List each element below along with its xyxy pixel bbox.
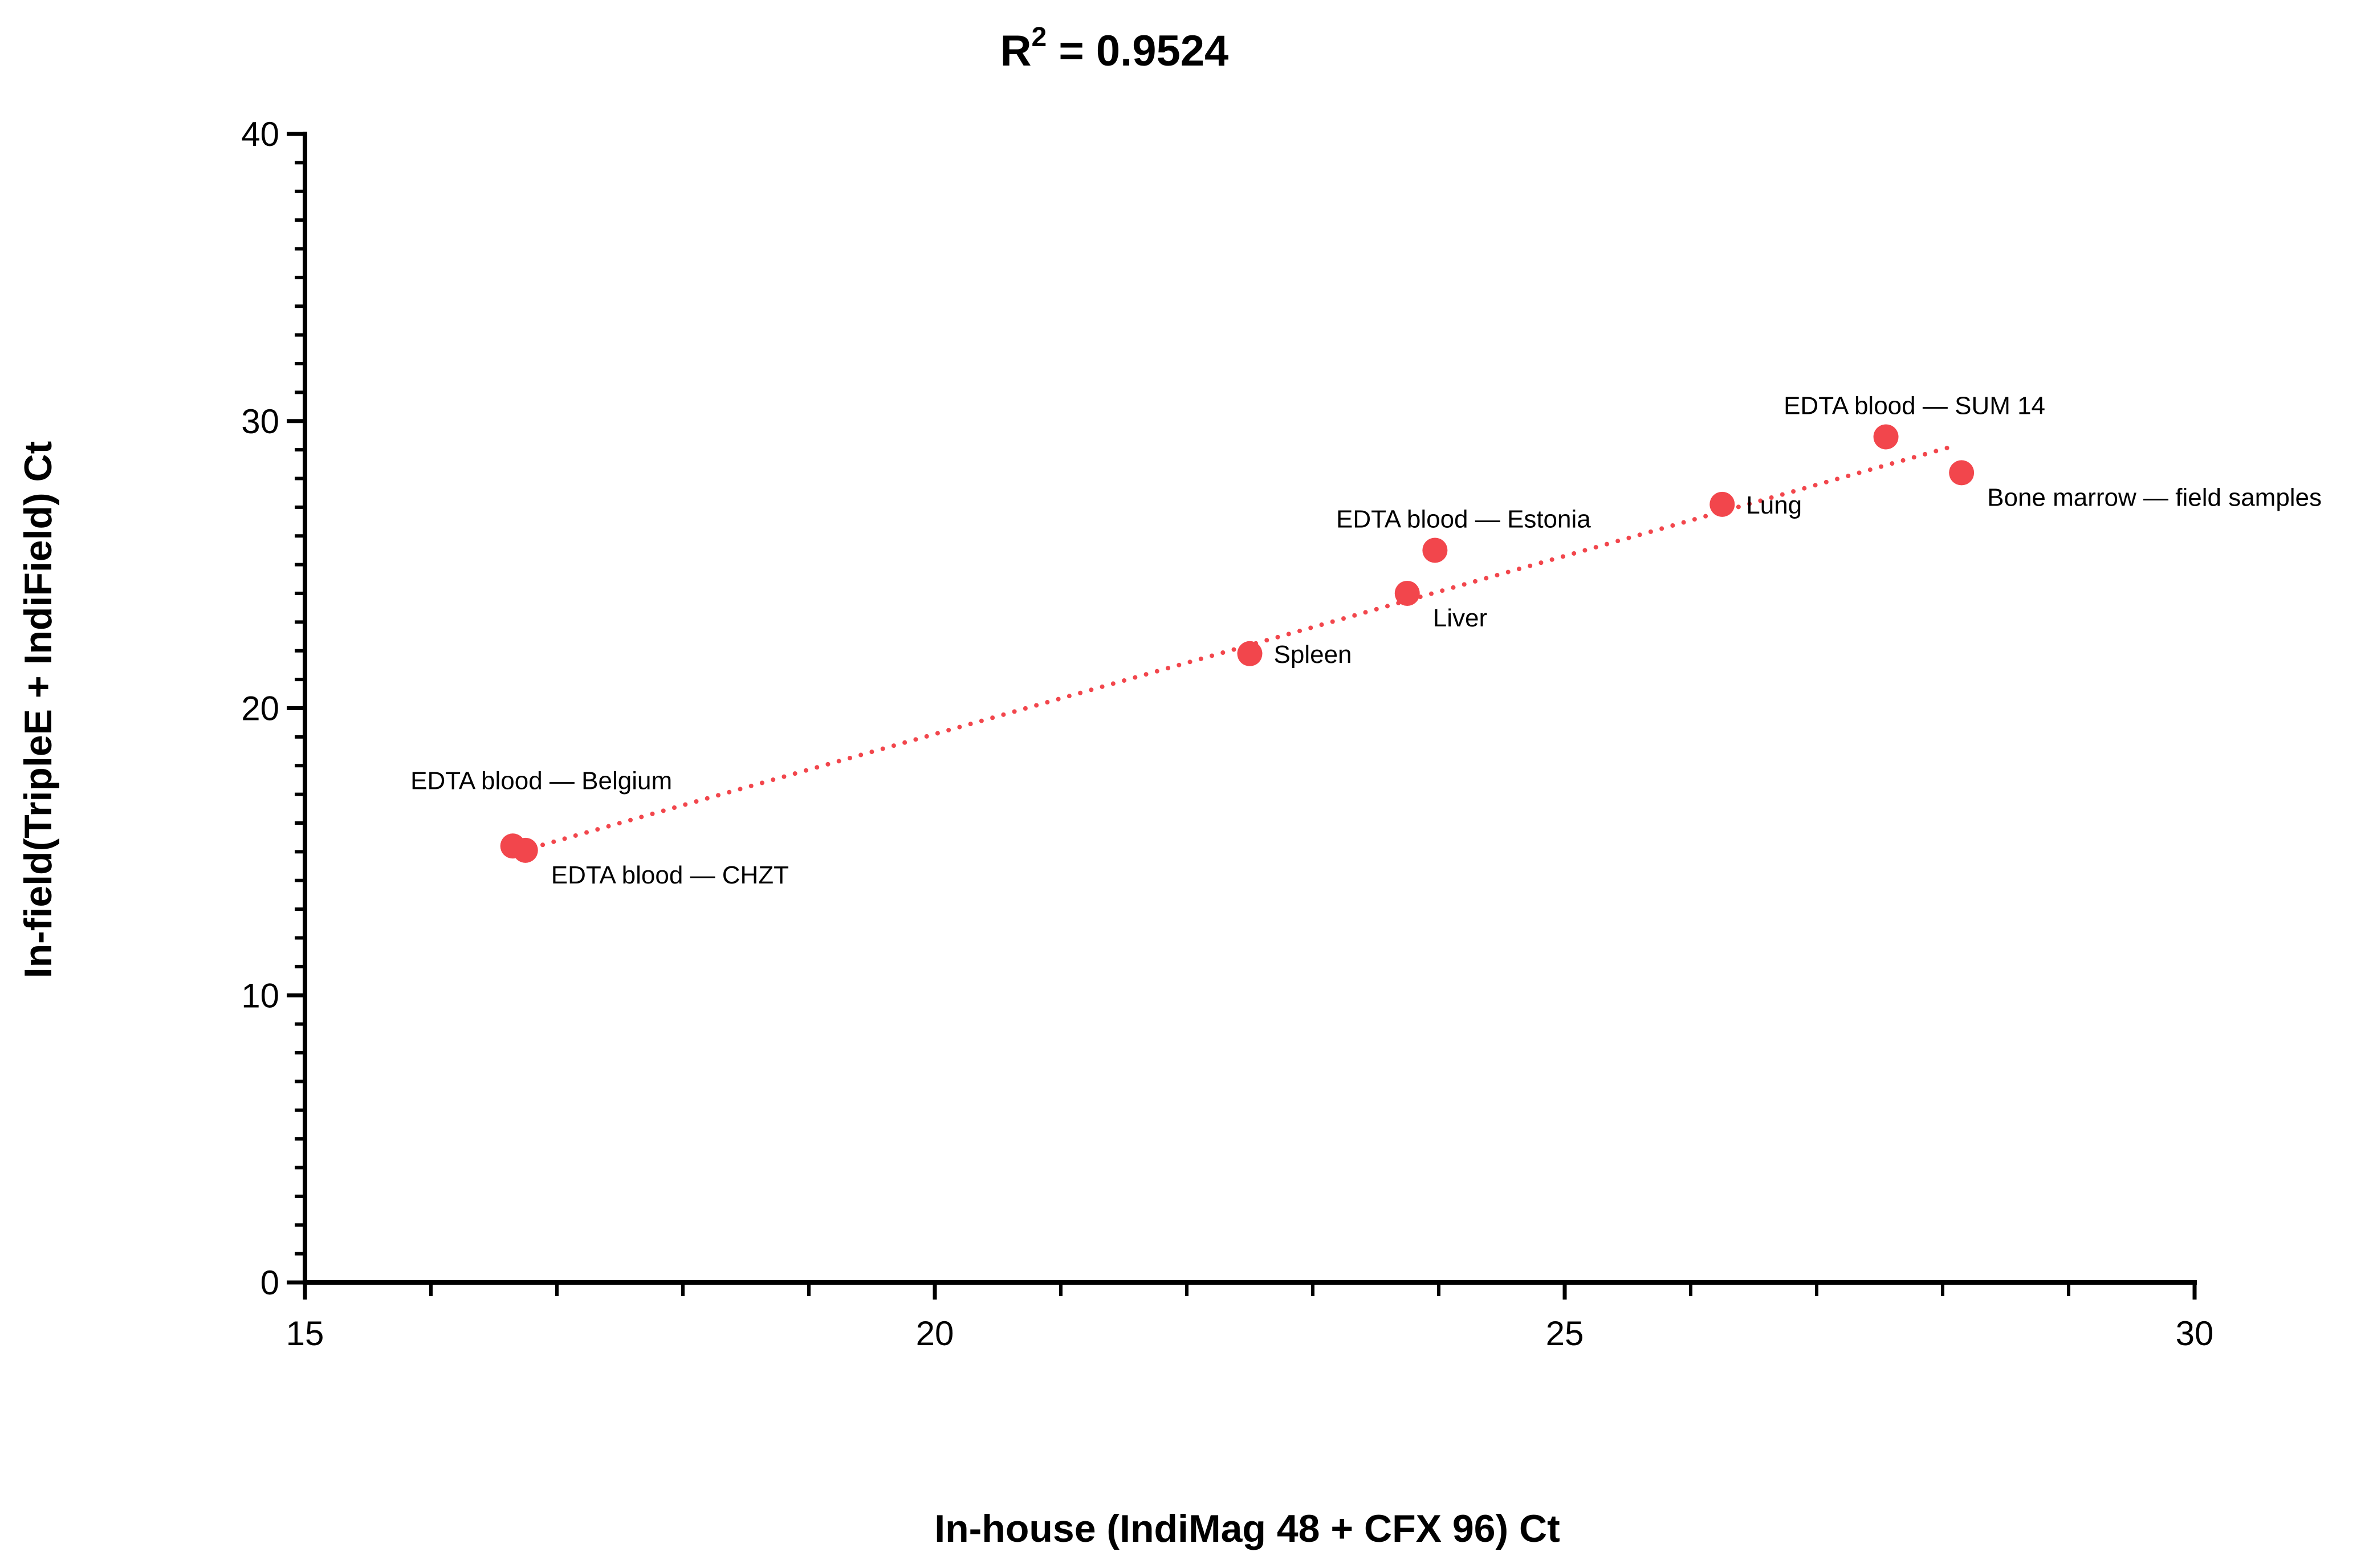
chart-title: R2 = 0.9524 bbox=[1000, 22, 1229, 75]
data-point bbox=[1710, 491, 1735, 517]
y-tick-label: 40 bbox=[241, 115, 279, 153]
data-point bbox=[1237, 641, 1263, 666]
data-point bbox=[1873, 424, 1899, 450]
point-label: Bone marrow — field samples bbox=[1987, 483, 2322, 511]
point-label: EDTA blood — CHZT bbox=[551, 861, 789, 889]
point-label: Lung bbox=[1746, 491, 1802, 519]
point-label: EDTA blood — Estonia bbox=[1336, 505, 1591, 533]
point-label: EDTA blood — SUM 14 bbox=[1784, 392, 2045, 420]
point-label: Spleen bbox=[1274, 641, 1352, 669]
title-superscript: 2 bbox=[1032, 22, 1047, 52]
x-tick-label: 25 bbox=[1546, 1314, 1584, 1353]
point-labels-group: EDTA blood — Belgium EDTA blood — CHZT Spl… bbox=[410, 392, 2322, 889]
data-point bbox=[1949, 460, 1975, 486]
y-tick-label: 10 bbox=[241, 976, 279, 1015]
y-tick-label: 30 bbox=[241, 402, 279, 441]
x-tick-label: 20 bbox=[916, 1314, 954, 1353]
data-point bbox=[512, 837, 538, 863]
y-tick-label: 0 bbox=[261, 1264, 279, 1302]
points-group bbox=[500, 424, 1975, 863]
y-axis-title: In-field(TripleE + IndiField) Ct bbox=[17, 441, 60, 979]
data-point bbox=[1422, 537, 1448, 563]
title-base: R bbox=[1000, 27, 1032, 75]
axes: 15 20 25 30 0 10 20 30 40 bbox=[241, 115, 2213, 1353]
title-value: = 0.9524 bbox=[1047, 27, 1228, 75]
y-tick-label: 20 bbox=[241, 690, 279, 728]
x-tick-label: 30 bbox=[2176, 1314, 2214, 1353]
x-tick-label: 15 bbox=[286, 1314, 324, 1353]
x-axis-title: In-house (IndiMag 48 + CFX 96) Ct bbox=[934, 1507, 1560, 1550]
point-label: EDTA blood — Belgium bbox=[410, 767, 672, 795]
data-point bbox=[1394, 581, 1420, 606]
point-label: Liver bbox=[1433, 604, 1487, 632]
